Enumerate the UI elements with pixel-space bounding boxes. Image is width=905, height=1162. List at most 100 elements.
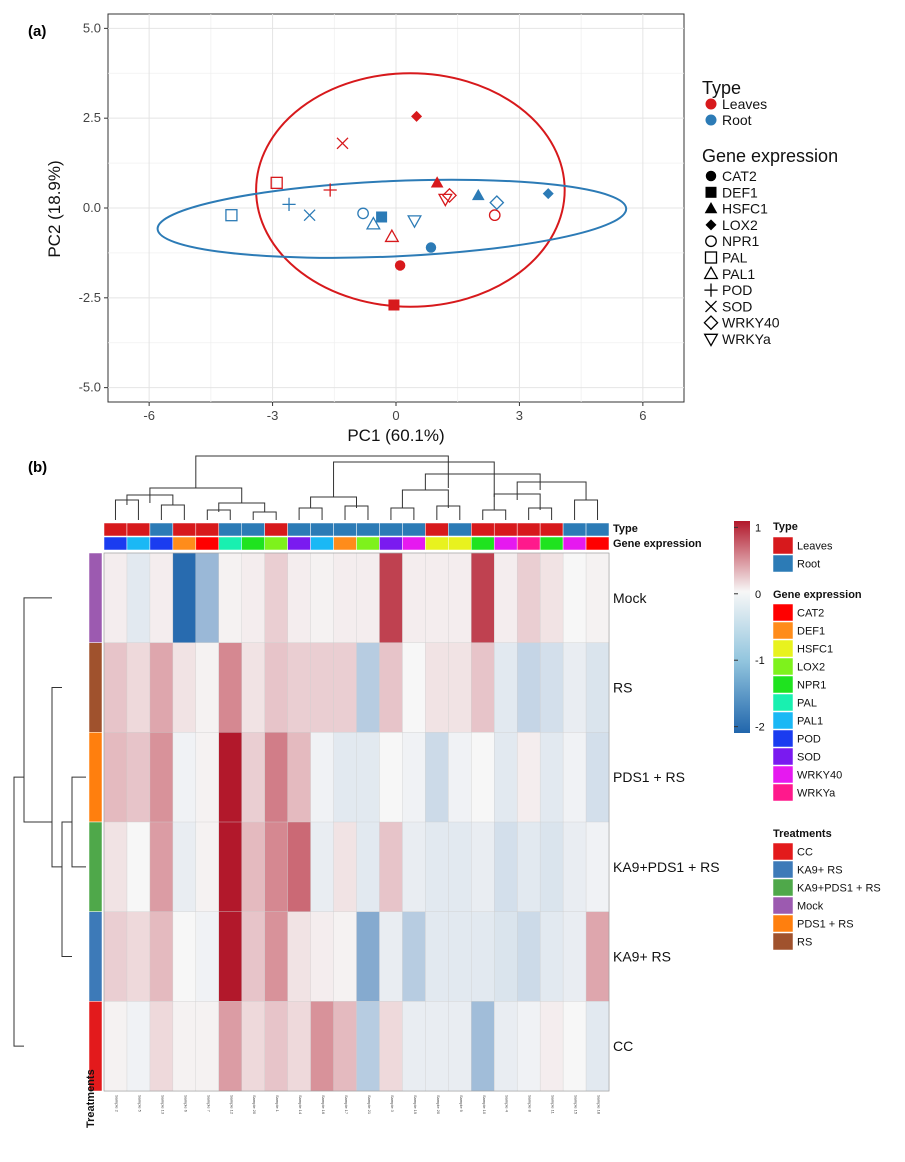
gene-bar-cell-def1 bbox=[333, 536, 357, 551]
point-wrkya-leaves bbox=[437, 193, 453, 207]
column-dendrogram-link bbox=[333, 461, 495, 497]
column-dendrogram-link bbox=[516, 481, 587, 500]
ellipse-leaves bbox=[255, 72, 566, 308]
heatmap-cell bbox=[356, 821, 380, 913]
point-cat2-leaves bbox=[394, 260, 406, 271]
heatmap-cell bbox=[425, 911, 449, 1002]
heatmap-cell bbox=[172, 642, 197, 733]
gene-bar-cell-hsfc1 bbox=[448, 536, 472, 551]
heatmap-cell bbox=[126, 1001, 151, 1092]
heatmap-cell bbox=[356, 911, 380, 1002]
column-label: Sample 15 bbox=[574, 1095, 579, 1115]
type-bar-cell-leaves bbox=[172, 522, 197, 537]
heatmap-cell bbox=[425, 732, 449, 823]
point-pal-root bbox=[225, 209, 238, 222]
gene-bar-cell-wrkya bbox=[516, 536, 541, 551]
legend-label-pod: POD bbox=[722, 282, 752, 298]
gene-bar-cell-wrky40 bbox=[402, 536, 426, 551]
column-label: Sample 11 bbox=[551, 1095, 556, 1115]
heatmap-cell bbox=[402, 642, 426, 733]
x-tick-label: -6 bbox=[143, 408, 155, 423]
heatmap-cell bbox=[585, 642, 610, 733]
heatmap-cell bbox=[425, 552, 449, 644]
x-tick-label: 3 bbox=[516, 408, 523, 423]
legend-label-lox2: LOX2 bbox=[722, 217, 758, 233]
heatmap-cell bbox=[310, 821, 335, 913]
pca-x-axis-title: PC1 (60.1%) bbox=[347, 426, 444, 445]
heatmap-cell bbox=[494, 821, 518, 913]
type-bar-cell-root bbox=[149, 522, 174, 537]
hm-legend-key-mock bbox=[772, 896, 794, 915]
hm-legend-label-wrkya: WRKYa bbox=[797, 788, 836, 800]
treatment-annotation-bar bbox=[88, 552, 103, 1092]
heatmap-cell bbox=[287, 552, 312, 644]
hm-legend-label-lox2: LOX2 bbox=[797, 662, 825, 674]
heatmap-cell bbox=[241, 1001, 266, 1092]
treatments-annotation-label: Treatments bbox=[85, 1069, 97, 1128]
type-bar-cell-root bbox=[448, 522, 472, 537]
row-dendrogram-link bbox=[71, 776, 86, 868]
type-bar-cell-leaves bbox=[264, 522, 288, 537]
heatmap-border bbox=[103, 552, 610, 1092]
heatmap-cell bbox=[539, 1001, 564, 1092]
heatmap-cell bbox=[195, 911, 220, 1002]
hm-legend-key-leaves bbox=[772, 536, 794, 555]
column-label: Sample 10 bbox=[482, 1095, 487, 1115]
heatmap-cell bbox=[172, 732, 197, 823]
type-bar-cell-root bbox=[241, 522, 265, 537]
legend-key-npr1 bbox=[705, 235, 717, 248]
point-lox2-root bbox=[542, 188, 554, 200]
heatmap-cell bbox=[471, 911, 495, 1002]
heatmap-cell bbox=[516, 552, 541, 644]
heatmap-cell bbox=[402, 552, 426, 644]
point-npr1-root bbox=[357, 207, 369, 220]
heatmap-cell bbox=[471, 642, 495, 733]
hm-legend-label-pds1-rs: PDS1 + RS bbox=[797, 919, 854, 931]
hm-legend-key-pal bbox=[772, 693, 794, 712]
legend-key-def1 bbox=[705, 186, 717, 198]
heatmap-cell bbox=[494, 911, 518, 1002]
heatmap-cell bbox=[103, 821, 128, 913]
x-tick-label: 0 bbox=[392, 408, 399, 423]
heatmap-cell bbox=[218, 911, 243, 1002]
hm-legend-key-hsfc1 bbox=[772, 639, 794, 658]
heatmap-cell bbox=[310, 642, 335, 733]
type-bar-cell-leaves bbox=[425, 522, 449, 537]
heatmap-cell bbox=[149, 642, 174, 733]
legend-label-wrkya: WRKYa bbox=[722, 331, 771, 347]
heatmap-cell bbox=[356, 1001, 380, 1092]
hm-legend-key-sod bbox=[772, 747, 794, 766]
point-sod-root bbox=[303, 209, 316, 222]
hm-legend-label-sod: SOD bbox=[797, 752, 821, 764]
gene-bar-cell-pal bbox=[218, 536, 242, 551]
hm-legend-label-mock: Mock bbox=[797, 901, 824, 913]
heatmap-cell bbox=[218, 552, 243, 644]
heatmap-cell bbox=[494, 1001, 518, 1092]
heatmap-cell bbox=[562, 1001, 587, 1092]
heatmap-cell bbox=[379, 1001, 403, 1092]
color-scale-tick-label: -1 bbox=[755, 655, 765, 667]
gene-bar-cell-hsfc1 bbox=[425, 536, 449, 551]
panel-a-label: (a) bbox=[28, 23, 46, 40]
heatmap-cell bbox=[562, 642, 587, 733]
legend-label-root: Root bbox=[722, 112, 752, 128]
heatmap-cell bbox=[471, 1001, 495, 1092]
heatmap-cell bbox=[333, 1001, 357, 1092]
heatmap-cell bbox=[103, 552, 128, 644]
heatmap-cell bbox=[195, 642, 220, 733]
heatmap-cell bbox=[448, 552, 472, 644]
heatmap-cell bbox=[562, 732, 587, 823]
hm-legend-label-rs: RS bbox=[797, 937, 812, 949]
legend-key-lox2 bbox=[705, 219, 717, 231]
heatmap-cell bbox=[379, 821, 403, 913]
gene-bar-cell-pal1 bbox=[310, 536, 334, 551]
heatmap-cell bbox=[103, 642, 128, 733]
type-bar-cell-root bbox=[379, 522, 403, 537]
heatmap-cell bbox=[287, 732, 312, 823]
legend-label-leaves: Leaves bbox=[722, 96, 767, 112]
column-label: Sample 13 bbox=[160, 1095, 165, 1115]
legend-label-sod: SOD bbox=[722, 298, 752, 314]
point-def1-leaves bbox=[388, 299, 400, 311]
type-bar-cell-root bbox=[402, 522, 426, 537]
column-label: Sample 9 bbox=[459, 1095, 464, 1113]
